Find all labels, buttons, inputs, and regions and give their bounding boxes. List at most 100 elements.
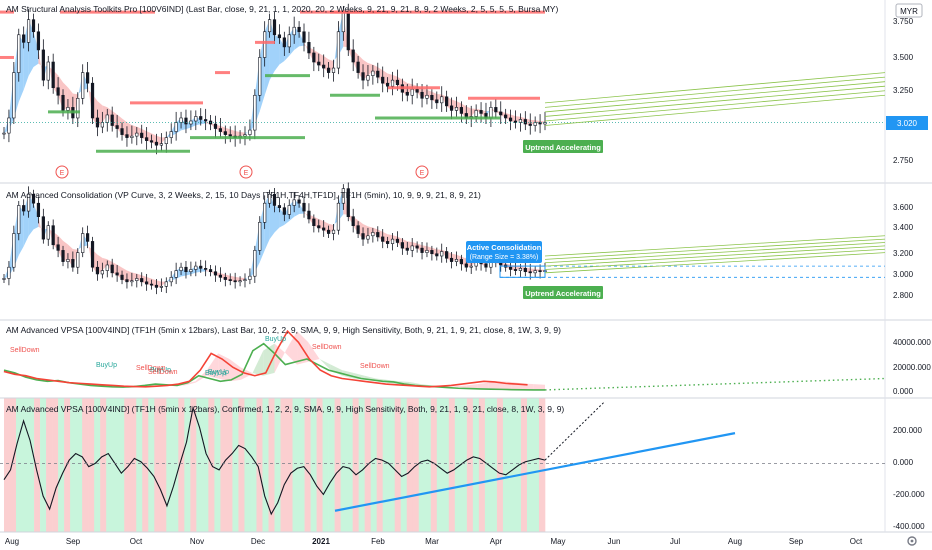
- candle-body: [228, 134, 232, 137]
- earnings-marker-label: E: [60, 170, 65, 177]
- trend-bar: [100, 398, 107, 532]
- candle-body: [445, 96, 449, 107]
- trend-bar: [298, 398, 305, 532]
- trend-bar: [22, 398, 29, 532]
- vpsa-confirmed-title: AM Advanced VPSA [100V4IND] (TF1H (5min …: [6, 404, 564, 414]
- volume-fill-segment: [285, 331, 298, 365]
- candle-body: [125, 279, 129, 283]
- y-tick-label: 0.000: [893, 387, 914, 396]
- candle-body: [469, 265, 473, 268]
- candle-body: [120, 274, 124, 280]
- candle-body: [543, 122, 547, 125]
- trend-bar: [316, 398, 323, 532]
- candle-body: [533, 270, 537, 274]
- channel-line: [544, 76, 886, 108]
- trend-bar: [526, 398, 534, 532]
- candle-body: [523, 268, 527, 273]
- x-tick-label: Jun: [608, 537, 621, 546]
- candle-body: [272, 193, 277, 206]
- candle-body: [508, 266, 513, 270]
- trend-bar: [418, 398, 426, 532]
- uptrend-badge: [523, 286, 603, 299]
- trend-bar: [154, 398, 161, 532]
- candle-body: [76, 252, 80, 268]
- trend-bar: [214, 398, 221, 532]
- trend-bar: [220, 398, 227, 532]
- candle-body: [282, 37, 286, 48]
- candle-body: [199, 265, 203, 269]
- signal-label: BuyUp: [150, 367, 171, 374]
- trend-cloud-segment: [205, 120, 211, 125]
- trend-bar: [202, 398, 209, 532]
- volume-fill-segment: [454, 385, 467, 388]
- x-tick-label: 2021: [312, 537, 330, 546]
- candle-body: [386, 241, 390, 244]
- trend-bar: [118, 398, 125, 532]
- channel-line: [544, 245, 886, 267]
- candle-body: [307, 42, 311, 54]
- trend-bar: [10, 398, 17, 532]
- candle-body: [184, 117, 188, 125]
- trend-bar: [106, 398, 113, 532]
- uptrend-badge: [523, 140, 603, 153]
- candle-body: [213, 123, 218, 129]
- candle-body: [208, 269, 213, 273]
- candle-body: [445, 251, 449, 259]
- candle-body: [513, 269, 518, 271]
- candle-body: [130, 135, 134, 138]
- trend-cloud-segment: [367, 62, 373, 76]
- trend-bar: [238, 398, 245, 532]
- candle-body: [317, 61, 321, 66]
- candle-body: [2, 278, 6, 280]
- trend-cloud-segment: [333, 203, 339, 231]
- candle-body: [145, 137, 149, 141]
- candle-body: [243, 279, 247, 281]
- candle-body: [169, 277, 173, 283]
- vpsa-confirmed-pane[interactable]: [0, 400, 885, 516]
- consolidation-pane[interactable]: Active Consolidation (Range Size = 3.38%)…: [2, 182, 886, 299]
- trend-bar: [34, 398, 41, 532]
- candle-body: [346, 188, 350, 217]
- y-tick-label: -400.000: [893, 522, 925, 531]
- candle-body: [90, 82, 95, 119]
- candle-body: [302, 202, 306, 212]
- candle-body: [174, 270, 178, 278]
- candle-body: [366, 75, 370, 81]
- candle-body: [248, 275, 252, 280]
- candle-body: [154, 284, 159, 288]
- candle-body: [164, 281, 168, 287]
- candle-body: [7, 117, 11, 134]
- candle-body: [95, 266, 100, 275]
- channel-line: [544, 242, 886, 264]
- candle-body: [199, 116, 203, 120]
- candle-body: [258, 57, 262, 96]
- candle-body: [307, 210, 311, 220]
- candle-body: [26, 193, 31, 212]
- currency-badge[interactable]: [895, 3, 923, 18]
- gear-icon[interactable]: [907, 536, 917, 546]
- x-tick-label: Dec: [251, 537, 265, 546]
- trend-bar: [442, 398, 450, 532]
- trend-bar: [280, 398, 287, 532]
- y-tick-label: 200.000: [893, 426, 922, 435]
- candle-body: [154, 141, 159, 146]
- signal-label: BuyUp: [205, 370, 226, 377]
- candle-body: [499, 111, 503, 116]
- candle-body: [356, 225, 360, 234]
- candle-body: [312, 218, 316, 226]
- candle-body: [331, 67, 336, 73]
- trend-bar: [244, 398, 251, 532]
- time-axis[interactable]: Aug Sep Oct Nov Dec 2021 Feb Mar Apr May…: [5, 537, 863, 546]
- vpsa-title: AM Advanced VPSA [100V4IND] (TF1H (5min …: [6, 325, 561, 335]
- trend-bar: [424, 398, 432, 532]
- trend-cloud-segment: [126, 270, 132, 282]
- trend-cloud-segment: [38, 49, 44, 81]
- structural-pane[interactable]: E E E Uptrend Accelerating: [0, 3, 886, 179]
- candle-body: [356, 61, 360, 73]
- trend-cloud-segment: [102, 257, 108, 271]
- trend-bar: [358, 398, 365, 532]
- volume-fill-segment: [206, 353, 219, 379]
- trend-bar: [538, 398, 546, 532]
